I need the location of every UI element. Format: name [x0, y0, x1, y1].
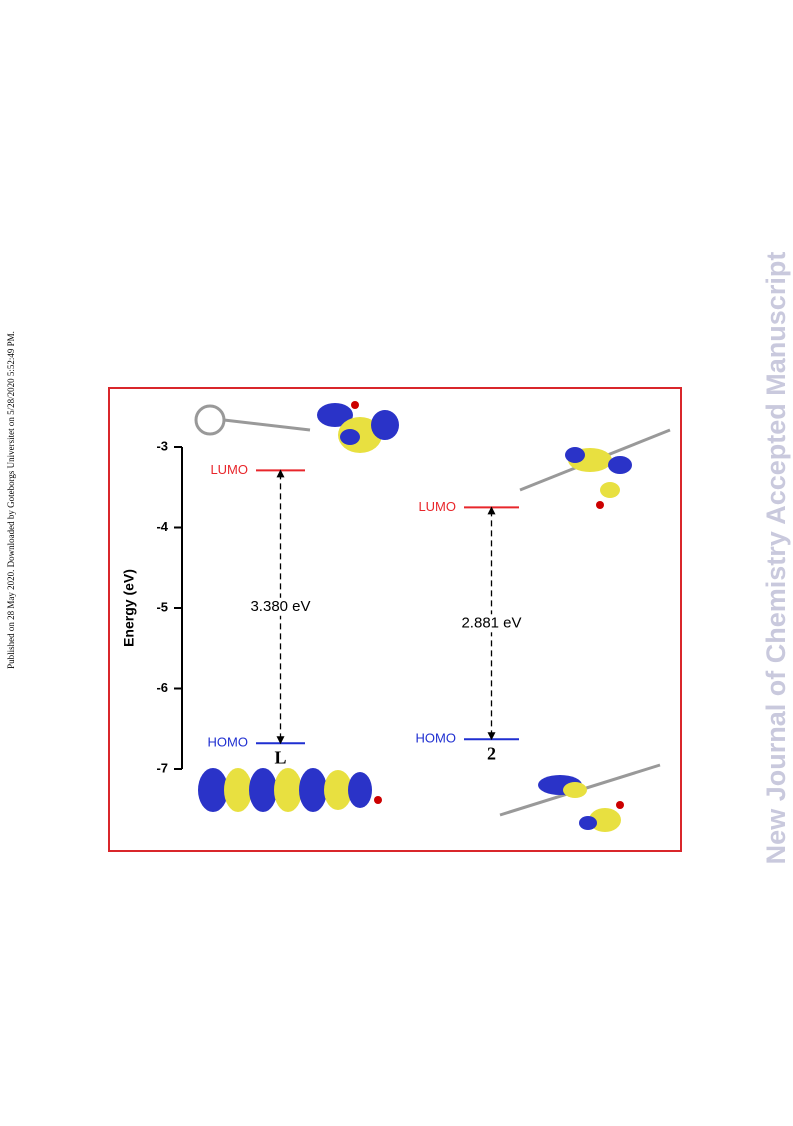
gap-label-bg: [455, 614, 528, 633]
gap-label: 2.881 eV: [461, 614, 521, 631]
molecule-images: [194, 401, 671, 832]
side-note: Published on 28 May 2020. Downloaded by …: [6, 331, 16, 669]
y-tick-label: -4: [156, 519, 168, 534]
y-tick-label: -3: [156, 438, 168, 453]
y-tick-label: -7: [156, 760, 168, 775]
compound-label: 2: [487, 743, 496, 763]
gap-label: 3.380 eV: [250, 598, 310, 615]
lumo-label: LUMO: [210, 462, 248, 477]
figure-frame: [108, 387, 682, 852]
y-tick-label: -6: [156, 680, 168, 695]
homo-label: HOMO: [416, 731, 456, 746]
y-axis-label: Energy (eV): [121, 569, 137, 647]
y-tick-label: -5: [156, 599, 168, 614]
watermark: New Journal of Chemistry Accepted Manusc…: [761, 252, 791, 865]
gap-label-bg: [244, 597, 317, 616]
lumo-label: LUMO: [418, 499, 456, 514]
homo-label: HOMO: [208, 735, 248, 750]
compound-label: L: [274, 747, 286, 767]
